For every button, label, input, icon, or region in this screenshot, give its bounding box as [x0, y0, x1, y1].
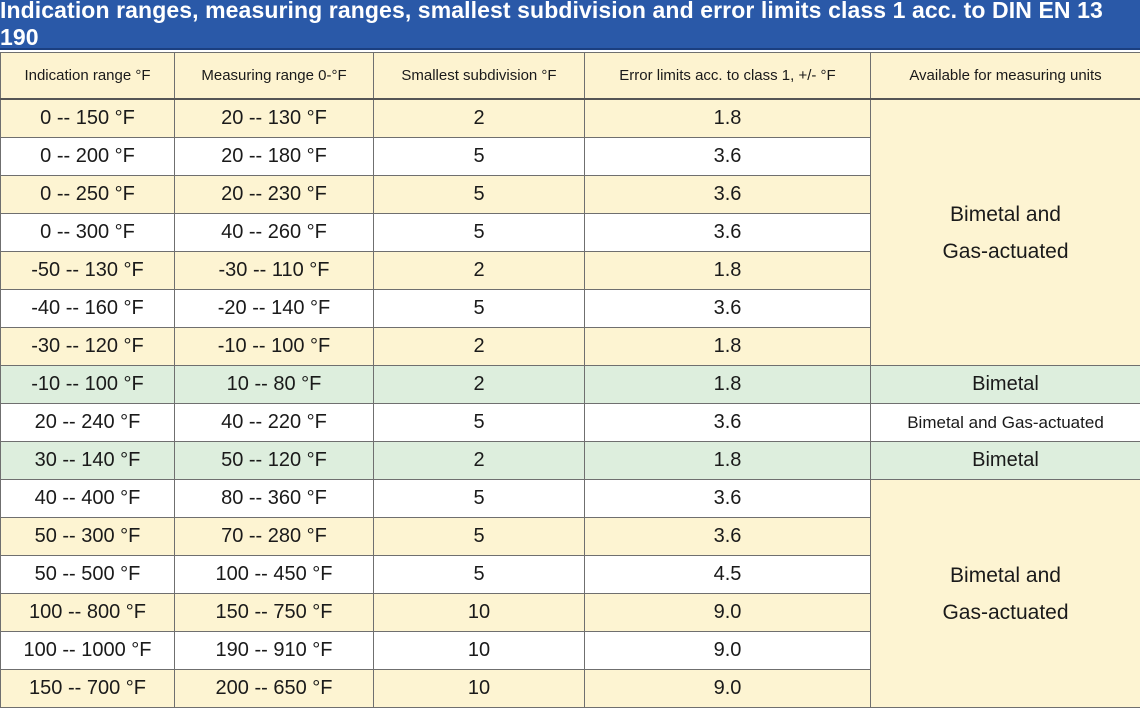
units-cell-bimetal: Bimetal [871, 366, 1140, 404]
table-row: 40 -- 400 °F 80 -- 360 °F 5 3.6 Bimetal … [1, 480, 1140, 518]
measuring-range-cell: 70 -- 280 °F [175, 518, 374, 556]
measuring-range-cell: 190 -- 910 °F [175, 632, 374, 670]
error-limit-cell: 1.8 [585, 252, 871, 290]
subdivision-cell: 10 [374, 594, 585, 632]
error-limit-cell: 3.6 [585, 176, 871, 214]
measuring-range-cell: 150 -- 750 °F [175, 594, 374, 632]
subdivision-cell: 5 [374, 404, 585, 442]
error-limit-cell: 3.6 [585, 480, 871, 518]
error-limit-cell: 1.8 [585, 328, 871, 366]
measuring-range-cell: -20 -- 140 °F [175, 290, 374, 328]
indication-range-cell: -40 -- 160 °F [1, 290, 175, 328]
indication-range-cell: 20 -- 240 °F [1, 404, 175, 442]
measuring-range-cell: 50 -- 120 °F [175, 442, 374, 480]
indication-range-cell: 100 -- 800 °F [1, 594, 175, 632]
error-limit-cell: 1.8 [585, 366, 871, 404]
error-limit-cell: 3.6 [585, 138, 871, 176]
subdivision-cell: 2 [374, 366, 585, 404]
subdivision-cell: 5 [374, 290, 585, 328]
table-row: 30 -- 140 °F 50 -- 120 °F 2 1.8 Bimetal [1, 442, 1140, 480]
header-smallest-subdivision: Smallest subdivision °F [374, 53, 585, 100]
error-limit-cell: 3.6 [585, 214, 871, 252]
error-limit-cell: 1.8 [585, 99, 871, 138]
indication-range-cell: 100 -- 1000 °F [1, 632, 175, 670]
subdivision-cell: 10 [374, 632, 585, 670]
table-row: 20 -- 240 °F 40 -- 220 °F 5 3.6 Bimetal … [1, 404, 1140, 442]
subdivision-cell: 5 [374, 480, 585, 518]
header-indication-range: Indication range °F [1, 53, 175, 100]
units-cell-bimetal-gas-group1: Bimetal and Gas-actuated [871, 99, 1140, 366]
header-row: Indication range °F Measuring range 0-°F… [1, 53, 1140, 100]
error-limit-cell: 3.6 [585, 518, 871, 556]
indication-range-cell: 50 -- 500 °F [1, 556, 175, 594]
subdivision-cell: 2 [374, 328, 585, 366]
units-line-2: Gas-actuated [871, 233, 1140, 270]
units-cell-bimetal-gas: Bimetal and Gas-actuated [871, 404, 1140, 442]
measuring-range-cell: 10 -- 80 °F [175, 366, 374, 404]
error-limit-cell: 3.6 [585, 290, 871, 328]
measuring-range-cell: 40 -- 220 °F [175, 404, 374, 442]
units-cell-bimetal: Bimetal [871, 442, 1140, 480]
measuring-range-cell: 20 -- 180 °F [175, 138, 374, 176]
error-limit-cell: 9.0 [585, 670, 871, 708]
units-line-2: Gas-actuated [871, 594, 1140, 631]
subdivision-cell: 2 [374, 442, 585, 480]
measuring-range-cell: 20 -- 130 °F [175, 99, 374, 138]
header-available-units: Available for measuring units [871, 53, 1140, 100]
indication-range-cell: -50 -- 130 °F [1, 252, 175, 290]
subdivision-cell: 5 [374, 138, 585, 176]
units-line-1: Bimetal and [871, 196, 1140, 233]
header-measuring-range: Measuring range 0-°F [175, 53, 374, 100]
error-limit-cell: 9.0 [585, 632, 871, 670]
indication-range-cell: 30 -- 140 °F [1, 442, 175, 480]
measuring-range-cell: 40 -- 260 °F [175, 214, 374, 252]
measuring-range-cell: 20 -- 230 °F [175, 176, 374, 214]
indication-range-cell: 0 -- 150 °F [1, 99, 175, 138]
units-line-1: Bimetal and [871, 557, 1140, 594]
error-limit-cell: 1.8 [585, 442, 871, 480]
ranges-table: Indication range °F Measuring range 0-°F… [0, 52, 1140, 708]
table-title: Indication ranges, measuring ranges, sma… [0, 0, 1140, 50]
measuring-range-cell: -10 -- 100 °F [175, 328, 374, 366]
error-limit-cell: 9.0 [585, 594, 871, 632]
header-error-limits: Error limits acc. to class 1, +/- °F [585, 53, 871, 100]
indication-range-cell: -10 -- 100 °F [1, 366, 175, 404]
error-limit-cell: 3.6 [585, 404, 871, 442]
indication-range-cell: 150 -- 700 °F [1, 670, 175, 708]
subdivision-cell: 5 [374, 176, 585, 214]
measuring-range-cell: 80 -- 360 °F [175, 480, 374, 518]
indication-range-cell: 0 -- 250 °F [1, 176, 175, 214]
indication-range-cell: 50 -- 300 °F [1, 518, 175, 556]
table-row: -10 -- 100 °F 10 -- 80 °F 2 1.8 Bimetal [1, 366, 1140, 404]
subdivision-cell: 5 [374, 556, 585, 594]
subdivision-cell: 5 [374, 214, 585, 252]
table-row: 0 -- 150 °F 20 -- 130 °F 2 1.8 Bimetal a… [1, 99, 1140, 138]
indication-range-cell: 0 -- 200 °F [1, 138, 175, 176]
indication-range-cell: 40 -- 400 °F [1, 480, 175, 518]
indication-range-cell: 0 -- 300 °F [1, 214, 175, 252]
subdivision-cell: 5 [374, 518, 585, 556]
subdivision-cell: 2 [374, 99, 585, 138]
measuring-range-cell: 100 -- 450 °F [175, 556, 374, 594]
subdivision-cell: 10 [374, 670, 585, 708]
error-limit-cell: 4.5 [585, 556, 871, 594]
units-cell-bimetal-gas-group2: Bimetal and Gas-actuated [871, 480, 1140, 708]
indication-range-cell: -30 -- 120 °F [1, 328, 175, 366]
measuring-range-cell: -30 -- 110 °F [175, 252, 374, 290]
subdivision-cell: 2 [374, 252, 585, 290]
measuring-range-cell: 200 -- 650 °F [175, 670, 374, 708]
